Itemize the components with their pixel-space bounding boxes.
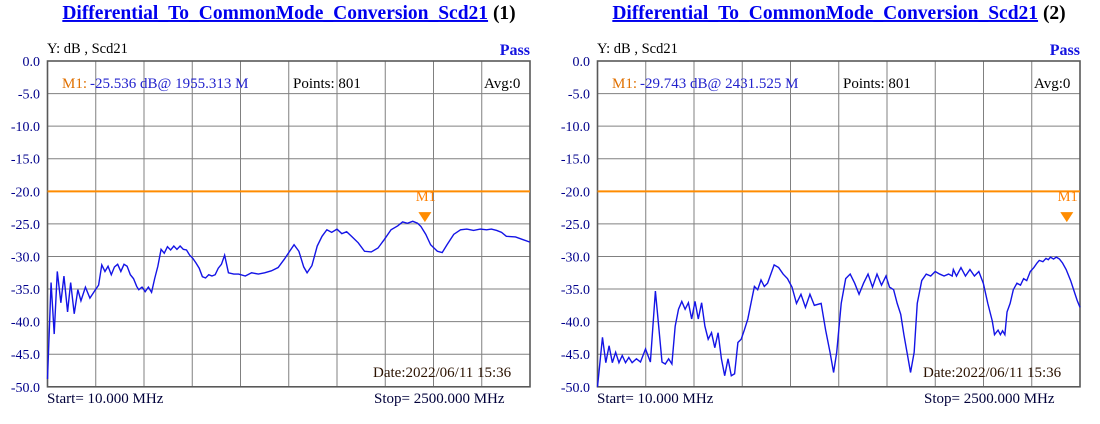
svg-text:0.0: 0.0 — [573, 55, 591, 70]
svg-text:-15.0: -15.0 — [11, 153, 40, 168]
svg-text:-5.0: -5.0 — [568, 88, 590, 103]
svg-text:-10.0: -10.0 — [561, 120, 590, 135]
svg-text:Date:2022/06/11 15:36: Date:2022/06/11 15:36 — [923, 365, 1062, 381]
svg-text:Stop= 2500.000 MHz: Stop= 2500.000 MHz — [924, 391, 1055, 407]
svg-text:-29.743 dB@ 2431.525 M: -29.743 dB@ 2431.525 M — [640, 76, 798, 92]
svg-text:Differential_To_CommonMode_Con: Differential_To_CommonMode_Conversion_Sc… — [612, 3, 1065, 24]
svg-text:Start= 10.000 MHz: Start= 10.000 MHz — [47, 391, 164, 407]
svg-text:-5.0: -5.0 — [18, 88, 40, 103]
svg-text:Start= 10.000 MHz: Start= 10.000 MHz — [597, 391, 714, 407]
svg-text:Points: 801: Points: 801 — [293, 76, 361, 92]
svg-text:-15.0: -15.0 — [561, 153, 590, 168]
svg-text:-25.0: -25.0 — [561, 218, 590, 233]
svg-text:M1: M1 — [1058, 189, 1078, 205]
svg-text:-25.536 dB@ 1955.313 M: -25.536 dB@ 1955.313 M — [90, 76, 248, 92]
svg-text:-35.0: -35.0 — [561, 283, 590, 298]
svg-text:-45.0: -45.0 — [11, 348, 40, 363]
svg-text:0.0: 0.0 — [23, 55, 41, 70]
svg-text:-35.0: -35.0 — [11, 283, 40, 298]
svg-text:M1:: M1: — [612, 76, 637, 92]
svg-text:Points: 801: Points: 801 — [843, 76, 911, 92]
svg-text:Pass: Pass — [1050, 42, 1080, 59]
svg-text:-40.0: -40.0 — [11, 316, 40, 331]
svg-text:-25.0: -25.0 — [11, 218, 40, 233]
svg-text:-20.0: -20.0 — [11, 185, 40, 200]
svg-text:Avg:0: Avg:0 — [484, 76, 520, 92]
svg-text:-20.0: -20.0 — [561, 185, 590, 200]
svg-text:Stop= 2500.000 MHz: Stop= 2500.000 MHz — [374, 391, 505, 407]
svg-text:M1:: M1: — [62, 76, 87, 92]
svg-text:Differential_To_CommonMode_Con: Differential_To_CommonMode_Conversion_Sc… — [62, 3, 515, 24]
svg-text:Y: dB , Scd21: Y: dB , Scd21 — [47, 41, 128, 57]
svg-text:-45.0: -45.0 — [561, 348, 590, 363]
svg-text:Date:2022/06/11 15:36: Date:2022/06/11 15:36 — [373, 365, 512, 381]
svg-text:M1: M1 — [416, 189, 436, 205]
svg-text:Y: dB , Scd21: Y: dB , Scd21 — [597, 41, 678, 57]
svg-text:-50.0: -50.0 — [561, 381, 590, 396]
svg-text:-30.0: -30.0 — [11, 251, 40, 266]
svg-text:-10.0: -10.0 — [11, 120, 40, 135]
svg-text:Pass: Pass — [500, 42, 530, 59]
svg-text:-50.0: -50.0 — [11, 381, 40, 396]
svg-text:-30.0: -30.0 — [561, 251, 590, 266]
svg-text:-40.0: -40.0 — [561, 316, 590, 331]
svg-text:Avg:0: Avg:0 — [1034, 76, 1070, 92]
